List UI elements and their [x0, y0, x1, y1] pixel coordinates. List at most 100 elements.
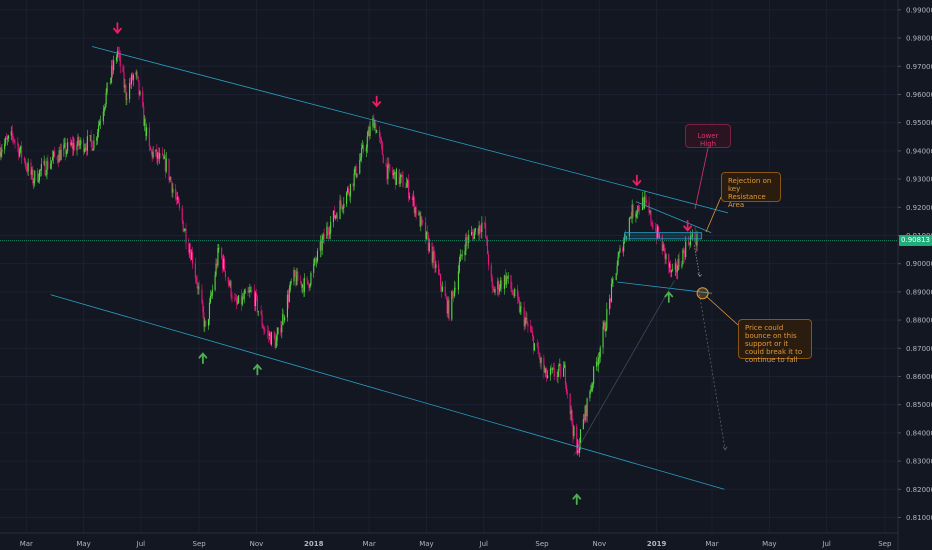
candle-body: [125, 85, 127, 100]
candle-body: [89, 135, 91, 137]
candle-body: [630, 217, 632, 219]
candle-body: [656, 230, 658, 238]
candle-body: [163, 155, 165, 159]
candle-body: [544, 371, 546, 373]
candle-body: [30, 162, 32, 175]
candle-body: [39, 169, 41, 171]
y-tick-label: 0.81000: [906, 514, 932, 522]
candle-body: [527, 323, 529, 327]
candle-body: [6, 137, 8, 139]
candle-body: [161, 153, 164, 155]
candle-body: [340, 200, 342, 205]
candle-body: [329, 232, 331, 235]
down-arrow-icon: [372, 95, 382, 108]
candle-body: [11, 131, 13, 137]
candle-body: [583, 419, 585, 421]
candle-body: [218, 247, 220, 249]
candle-body: [402, 175, 404, 188]
candle-body: [223, 258, 225, 269]
candle-body: [116, 50, 118, 57]
candle-body: [675, 263, 677, 273]
candle-body: [310, 272, 312, 285]
candle-body: [190, 249, 192, 260]
candle-body: [367, 130, 369, 137]
candle-body: [21, 145, 23, 158]
candle-body: [247, 290, 249, 292]
candle-body: [260, 311, 262, 315]
candle-body: [57, 160, 59, 163]
grid-lines: [0, 0, 898, 533]
candle-body: [368, 130, 370, 137]
x-tick-label: May: [76, 540, 90, 548]
candle-body: [183, 230, 185, 232]
candle-body: [615, 273, 617, 281]
candle-body: [546, 368, 548, 379]
candle-body: [34, 170, 36, 182]
candle-body: [44, 160, 46, 176]
candle-body: [471, 231, 474, 234]
trendline-projection: [698, 290, 726, 450]
candle-body: [597, 358, 599, 366]
up-arrow-icon: [252, 363, 262, 376]
candle-body: [40, 164, 42, 170]
candle-body: [348, 193, 350, 197]
candle-body: [387, 163, 389, 179]
candle-body: [286, 294, 288, 318]
candle-body: [346, 192, 348, 204]
candle-body: [433, 251, 435, 256]
trendline-descending-line: [635, 201, 712, 234]
candle-body: [353, 173, 355, 187]
annotation-support-bounce[interactable]: Price could bounce on this support or it…: [738, 319, 812, 364]
candle-body: [631, 204, 633, 219]
annotation-lower-high[interactable]: Lower High: [685, 124, 731, 148]
candle-body: [484, 222, 486, 224]
x-tick-label: Jul: [479, 540, 489, 548]
candle-body: [454, 287, 456, 297]
candle-body: [308, 284, 310, 288]
candle-body: [380, 139, 382, 144]
candle-body: [280, 327, 282, 333]
rejection-connector: [705, 196, 722, 233]
candle-body: [26, 167, 28, 172]
annotation-rejection[interactable]: Rejection on key Resistance Area: [721, 172, 781, 209]
candle-body: [334, 215, 336, 219]
candle-body: [12, 136, 14, 139]
candle-body: [17, 142, 19, 146]
candle-body: [27, 162, 29, 172]
candle-body: [110, 77, 112, 84]
candle-body: [237, 303, 239, 304]
candle-body: [222, 257, 224, 269]
candle-body: [477, 228, 479, 235]
candle-body: [169, 177, 171, 181]
candle-body: [636, 212, 638, 214]
candle-body: [24, 160, 26, 167]
candle-body: [589, 391, 591, 399]
candle-body: [645, 199, 647, 203]
candle-body: [598, 357, 600, 359]
candle-body: [526, 318, 528, 324]
candle-body: [332, 210, 335, 223]
candle-body: [7, 135, 10, 139]
candle-body: [171, 181, 173, 193]
trendline-rising-line: [573, 280, 675, 456]
candle-body: [330, 222, 332, 233]
candle-body: [619, 248, 621, 253]
candle-body: [216, 263, 218, 266]
candle-body: [352, 183, 354, 187]
candle-body: [451, 291, 453, 320]
time-axis[interactable]: Mar May Jul Sep Nov 2018 Mar May Jul Sep Nov 2019 Ma…: [0, 532, 898, 548]
short-drop-arrow-head: [697, 273, 703, 277]
candle-body: [155, 149, 157, 152]
candle-body: [257, 311, 259, 313]
candle-body: [117, 50, 119, 53]
candle-body: [240, 295, 242, 305]
candle-body: [690, 236, 692, 238]
candle-body: [552, 368, 554, 369]
candle-body: [518, 300, 520, 313]
candle-body: [543, 357, 545, 372]
candle-body: [500, 280, 502, 289]
candle-body: [323, 233, 325, 239]
candle-body: [341, 204, 343, 209]
